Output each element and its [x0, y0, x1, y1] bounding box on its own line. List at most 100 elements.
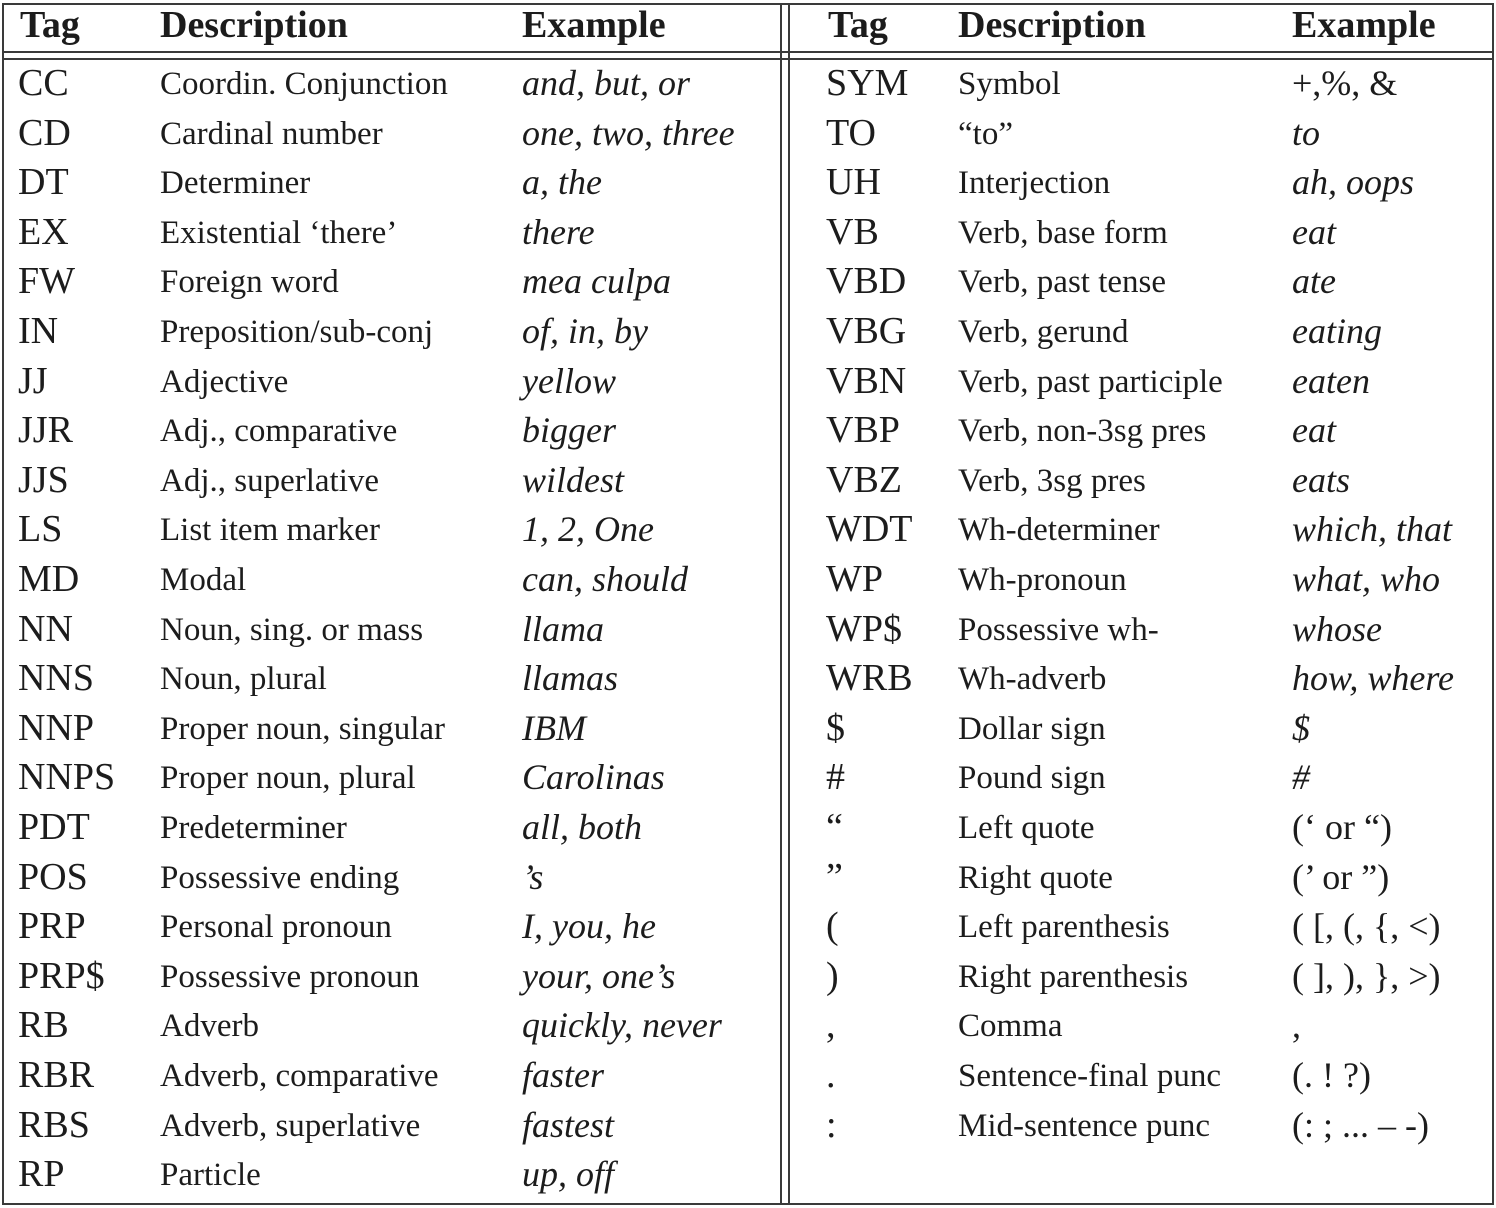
tag-cell: VB	[826, 211, 879, 253]
tag-cell: RBR	[18, 1054, 95, 1096]
example-cell: (’ or ”)	[1292, 857, 1390, 897]
description-cell: Verb, past participle	[958, 364, 1223, 400]
tag-cell: SYM	[826, 62, 909, 104]
description-cell: Comma	[958, 1008, 1063, 1044]
example-cell: ’s	[522, 857, 544, 897]
example-cell: ( [, (, {, <)	[1292, 906, 1441, 946]
table-right-border	[1492, 3, 1494, 1205]
description-cell: List item marker	[160, 512, 380, 548]
description-cell: Adverb, comparative	[160, 1058, 439, 1094]
description-cell: Verb, non-3sg pres	[958, 413, 1207, 449]
description-cell: Mid-sentence punc	[958, 1108, 1210, 1144]
tag-cell: #	[826, 756, 845, 798]
example-cell: wildest	[522, 460, 625, 500]
tag-cell: EX	[18, 211, 69, 253]
description-cell: Adj., comparative	[160, 413, 398, 449]
tag-cell: PRP$	[18, 955, 105, 997]
example-cell: (. ! ?)	[1292, 1055, 1371, 1095]
description-cell: Verb, base form	[958, 215, 1168, 251]
table-bottom-border	[2, 1203, 1494, 1205]
tag-cell: JJR	[18, 409, 73, 451]
tag-cell: NNPS	[18, 756, 116, 798]
tag-cell: JJS	[18, 459, 69, 501]
tag-cell: TO	[826, 112, 876, 154]
description-cell: Adjective	[160, 364, 289, 400]
tag-cell: VBG	[826, 310, 907, 352]
description-cell: Adverb, superlative	[160, 1108, 421, 1144]
example-cell: and, but, or	[522, 63, 691, 103]
description-cell: Determiner	[160, 165, 311, 201]
header-example-left: Example	[522, 4, 666, 46]
description-cell: Pound sign	[958, 760, 1106, 796]
tag-cell: WP	[826, 558, 883, 600]
tag-cell: NNP	[18, 707, 95, 749]
example-cell: bigger	[522, 410, 616, 450]
description-cell: Right quote	[958, 860, 1113, 896]
tag-cell: FW	[18, 260, 75, 302]
example-cell: of, in, by	[522, 311, 648, 351]
example-cell: eats	[1292, 460, 1350, 500]
tag-cell: PDT	[18, 806, 90, 848]
tag-cell: LS	[18, 508, 63, 550]
example-cell: llama	[522, 609, 605, 649]
example-cell: all, both	[522, 807, 643, 847]
header-description-left: Description	[160, 4, 348, 46]
tag-cell: PRP	[18, 905, 86, 947]
description-cell: Foreign word	[160, 264, 339, 300]
tag-cell: CC	[18, 62, 69, 104]
example-cell: which, that	[1292, 509, 1452, 549]
tag-cell: CD	[18, 112, 71, 154]
tag-cell: RP	[18, 1153, 65, 1195]
tag-cell: WDT	[826, 508, 913, 550]
description-cell: Personal pronoun	[160, 909, 392, 945]
example-cell: mea culpa	[522, 261, 671, 301]
description-cell: Predeterminer	[160, 810, 347, 846]
header-example-right: Example	[1292, 4, 1436, 46]
description-cell: Verb, gerund	[958, 314, 1129, 350]
description-cell: Dollar sign	[958, 711, 1106, 747]
description-cell: Wh-adverb	[958, 661, 1107, 697]
example-cell: your, one’s	[522, 956, 676, 996]
example-cell: llamas	[522, 658, 619, 698]
description-cell: Possessive pronoun	[160, 959, 420, 995]
description-cell: Left parenthesis	[958, 909, 1170, 945]
example-cell: eat	[1292, 212, 1336, 252]
example-cell: ,	[1292, 1005, 1301, 1045]
example-cell: there	[522, 212, 595, 252]
description-cell: Noun, sing. or mass	[160, 612, 424, 648]
tag-cell: VBD	[826, 260, 907, 302]
tag-cell: MD	[18, 558, 80, 600]
description-cell: Particle	[160, 1157, 261, 1193]
example-cell: quickly, never	[522, 1005, 722, 1045]
description-cell: Modal	[160, 562, 247, 598]
tag-cell: WP$	[826, 608, 902, 650]
tag-cell: RBS	[18, 1104, 90, 1146]
tag-cell: UH	[826, 161, 881, 203]
tag-cell: VBP	[826, 409, 900, 451]
tag-cell: NN	[18, 608, 73, 650]
example-cell: ate	[1292, 261, 1336, 301]
tag-cell: (	[826, 905, 839, 947]
tag-cell: “	[826, 806, 843, 848]
description-cell: Proper noun, plural	[160, 760, 416, 796]
header-tag-left: Tag	[20, 4, 80, 46]
description-cell: Existential ‘there’	[160, 215, 398, 251]
tag-cell: ,	[826, 1004, 836, 1046]
example-cell: to	[1292, 113, 1321, 153]
description-cell: Verb, past tense	[958, 264, 1167, 300]
description-cell: Adj., superlative	[160, 463, 380, 499]
example-cell: Carolinas	[522, 757, 665, 797]
example-cell: ah, oops	[1292, 162, 1415, 202]
description-cell: Possessive ending	[160, 860, 400, 896]
tag-cell: .	[826, 1054, 836, 1096]
example-cell: what, who	[1292, 559, 1441, 599]
description-cell: “to”	[958, 116, 1013, 152]
example-cell: up, off	[522, 1154, 615, 1194]
description-cell: Right parenthesis	[958, 959, 1189, 995]
example-cell: (‘ or “)	[1292, 807, 1392, 847]
description-cell: Coordin. Conjunction	[160, 66, 448, 102]
tag-cell: NNS	[18, 657, 95, 699]
tag-cell: IN	[18, 310, 59, 352]
example-cell: fastest	[522, 1105, 615, 1145]
